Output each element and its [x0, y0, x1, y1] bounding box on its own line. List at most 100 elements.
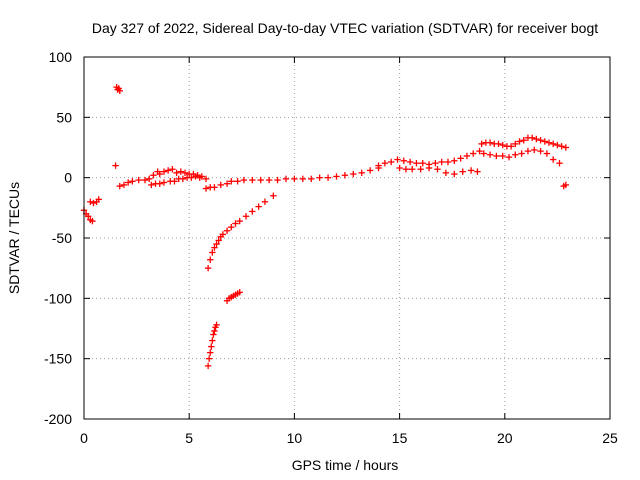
- data-point: [129, 178, 136, 185]
- data-point: [223, 227, 231, 234]
- data-point: [528, 134, 536, 142]
- data-point: [232, 220, 239, 227]
- data-point: [512, 140, 519, 148]
- data-point: [486, 151, 494, 158]
- chart-title: Day 327 of 2022, Sidereal Day-to-day VTE…: [92, 20, 598, 36]
- x-tick-label: 10: [287, 430, 303, 446]
- y-axis-label: SDTVAR / TECUs: [6, 182, 22, 294]
- data-point: [141, 176, 149, 184]
- data-point: [249, 176, 256, 184]
- y-tick-label: -100: [44, 290, 72, 306]
- data-point: [419, 159, 426, 167]
- data-point: [476, 147, 483, 155]
- data-point: [442, 169, 450, 177]
- data-point: [211, 244, 218, 251]
- data-point: [486, 139, 494, 146]
- data-point: [116, 182, 123, 190]
- data-point: [146, 175, 153, 183]
- data-point: [257, 176, 264, 184]
- data-point: [499, 152, 506, 160]
- y-tick-label: -150: [44, 351, 72, 367]
- data-point: [562, 144, 570, 151]
- ticks: 0 5 10 15 20 25 -200 -150 -100 -50 0 50 100: [44, 49, 618, 446]
- data-point: [171, 178, 178, 185]
- data-point: [255, 203, 262, 210]
- data-point: [150, 172, 157, 179]
- data-point: [228, 223, 235, 231]
- data-point: [169, 166, 176, 173]
- data-point: [215, 237, 222, 244]
- data-point: [549, 140, 557, 148]
- data-point: [236, 217, 243, 225]
- y-tick-label: -200: [44, 411, 72, 427]
- data-point: [400, 157, 408, 164]
- x-axis-label: GPS time / hours: [292, 457, 399, 473]
- data-point: [413, 159, 420, 167]
- data-point: [204, 264, 212, 272]
- data-point: [451, 170, 458, 178]
- data-point: [124, 179, 132, 186]
- data-point: [333, 173, 340, 180]
- data-point: [451, 157, 458, 164]
- y-tick-label: -50: [52, 230, 72, 246]
- data-point: [470, 150, 477, 157]
- data-point: [493, 152, 500, 160]
- data-point: [524, 147, 532, 155]
- data-point: [234, 178, 241, 185]
- data-point: [204, 362, 212, 370]
- data-point: [387, 158, 395, 166]
- data-point: [316, 174, 323, 181]
- data-point: [90, 199, 97, 207]
- data-point: [181, 169, 189, 177]
- data-point: [366, 167, 374, 174]
- data-point: [556, 159, 563, 167]
- data-point: [396, 164, 403, 172]
- data-point: [341, 172, 349, 179]
- data-points: [80, 83, 570, 370]
- data-point: [457, 155, 464, 162]
- data-point: [444, 158, 452, 166]
- data-point: [467, 167, 475, 174]
- data-point: [219, 231, 227, 238]
- data-point: [537, 137, 544, 144]
- data-point: [512, 151, 519, 158]
- data-point: [179, 175, 187, 183]
- data-point: [135, 176, 142, 184]
- data-point: [438, 158, 445, 166]
- data-point: [116, 87, 123, 94]
- data-point: [210, 331, 217, 338]
- data-point: [205, 355, 213, 362]
- data-point: [282, 175, 290, 183]
- data-point: [350, 170, 357, 178]
- data-point: [394, 156, 401, 163]
- data-point: [434, 166, 441, 173]
- y-tick-label: 100: [49, 49, 73, 65]
- x-tick-label: 5: [185, 430, 193, 446]
- data-point: [120, 181, 128, 189]
- data-point: [425, 164, 433, 172]
- y-tick-label: 50: [56, 109, 72, 125]
- data-point: [148, 181, 155, 189]
- data-point: [531, 146, 538, 154]
- data-point: [213, 240, 220, 248]
- data-point: [549, 156, 557, 163]
- data-point: [164, 167, 172, 174]
- data-point: [209, 249, 216, 256]
- data-point: [499, 141, 506, 149]
- data-point: [381, 159, 389, 167]
- data-point: [217, 181, 224, 189]
- data-point: [211, 184, 218, 191]
- data-point: [208, 343, 215, 350]
- data-point: [173, 169, 180, 177]
- data-point: [543, 150, 551, 157]
- data-point: [516, 138, 523, 145]
- data-point: [541, 138, 548, 145]
- data-point: [495, 140, 502, 148]
- data-point: [192, 173, 199, 180]
- data-point: [89, 217, 96, 225]
- data-point: [480, 150, 487, 157]
- data-point: [505, 153, 513, 161]
- data-point: [87, 198, 94, 205]
- data-point: [291, 175, 298, 183]
